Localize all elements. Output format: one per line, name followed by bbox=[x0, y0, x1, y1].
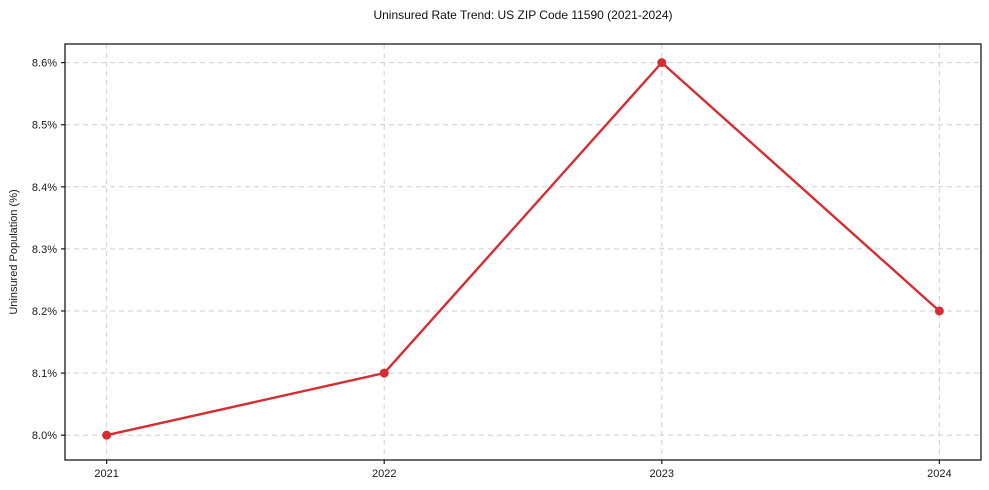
y-tick-label: 8.5% bbox=[32, 120, 57, 132]
y-tick-label: 8.2% bbox=[32, 306, 57, 318]
chart-title: Uninsured Rate Trend: US ZIP Code 11590 … bbox=[373, 8, 673, 22]
plot-border bbox=[64, 43, 982, 461]
data-point-marker bbox=[379, 368, 389, 378]
y-tick-label: 8.6% bbox=[32, 58, 57, 70]
y-tick-label: 8.3% bbox=[32, 244, 57, 256]
y-tick-label: 8.1% bbox=[32, 368, 57, 380]
x-tick-label: 2021 bbox=[94, 468, 118, 480]
data-point-marker bbox=[657, 58, 667, 68]
x-tick-label: 2022 bbox=[372, 468, 396, 480]
x-tick-label: 2023 bbox=[650, 468, 674, 480]
y-tick-label: 8.4% bbox=[32, 182, 57, 194]
trend-line bbox=[105, 61, 941, 437]
y-tick-label: 8.0% bbox=[32, 430, 57, 442]
data-point-marker bbox=[102, 430, 112, 440]
x-tick-label: 2024 bbox=[927, 468, 951, 480]
data-point-marker bbox=[934, 306, 944, 316]
